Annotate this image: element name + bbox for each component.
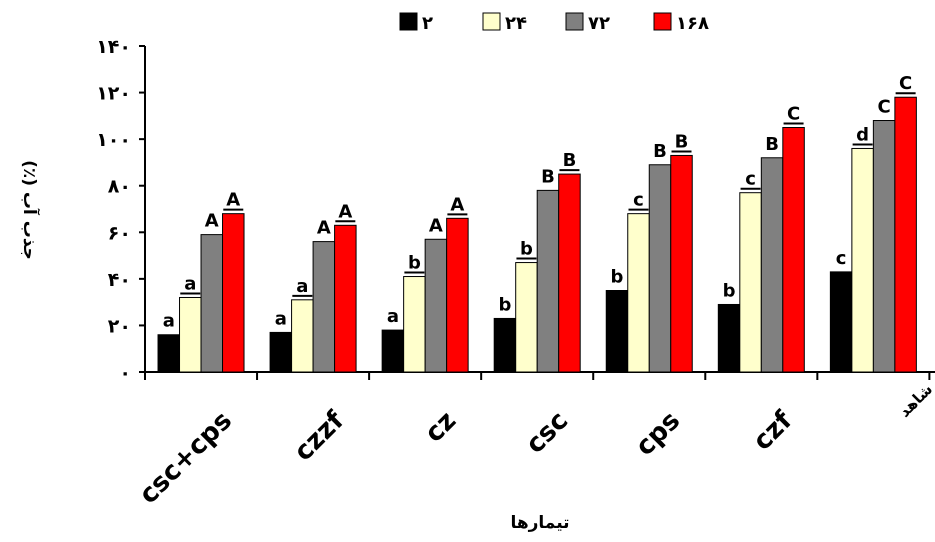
y-tick-label: ٨٠ [108,176,131,198]
significance-letter: C [787,104,800,125]
bar [269,331,293,373]
y-tick-label: ۴٠ [108,269,131,291]
bar [446,217,469,373]
y-axis: ٠ ٢٠ ۴٠ ۶٠ ٨٠ ١٠٠ ١٢٠ ١۴٠ [96,36,146,384]
significance-letter: a [163,311,175,332]
legend-label: ٧٢ [588,13,610,34]
significance-letter: d [856,124,869,145]
significance-letter: A [450,194,464,215]
y-tick-label: ١٢٠ [96,83,131,105]
bar [648,164,672,373]
bar [200,234,224,373]
significance-letter: C [899,73,912,94]
x-axis-title: تیمارها [510,513,569,533]
bar [536,189,560,373]
significance-letter: c [745,169,756,190]
x-tick-label: cps [630,406,686,462]
bar [312,241,336,373]
bar [829,271,853,373]
significance-letter: A [226,190,240,211]
significance-letter: a [275,308,287,329]
bar [851,147,874,373]
significance-letter: A [317,218,331,239]
significance-letter: A [429,215,443,236]
significance-letter: b [723,280,736,301]
legend-swatch [482,12,501,31]
legend-swatch [565,12,584,31]
y-tick-label: ٢٠ [108,315,131,337]
bar [403,276,426,373]
significance-letter: C [878,97,891,118]
legend-label: ٢ [422,13,433,34]
significance-letter: B [765,134,779,155]
significance-letter: A [205,211,219,232]
significance-letter: b [611,267,624,288]
bar [424,238,448,373]
significance-letter: a [387,306,399,327]
significance-letter: a [184,273,196,294]
bar [515,262,538,373]
bar [894,96,917,373]
y-tick-label: ١۴٠ [96,36,131,58]
significance-letter: A [338,201,352,222]
bar [782,127,805,373]
significance-letter: b [408,253,421,274]
significance-letter: B [675,131,689,152]
legend: ٢ ٢۴ ٧٢ ١۶٨ [399,12,709,34]
bar [760,157,784,373]
bar [222,213,245,373]
bar [179,296,202,373]
legend-label: ١۶٨ [676,13,709,34]
bar [493,317,517,373]
legend-swatch [399,12,418,31]
significance-letter: B [563,150,577,171]
y-tick-label: ٠ [119,362,131,384]
legend-label: ٢۴ [505,13,527,34]
significance-letter: B [541,166,555,187]
significance-letter: a [296,276,308,297]
x-tick-label: cz [419,406,462,449]
y-tick-label: ١٠٠ [96,129,131,151]
bar [739,192,762,373]
significance-letter: B [653,141,667,162]
bar [291,299,314,373]
bar [157,334,181,373]
bar [381,329,405,373]
y-tick-label: ۶٠ [108,222,131,244]
bar [605,290,629,373]
bar [558,173,581,373]
bar [670,154,693,373]
bar [627,213,650,373]
y-axis-title: جذب آب (٪) [19,160,41,260]
bar [717,303,741,373]
bar [872,120,896,373]
x-tick-label: czf [747,405,798,456]
legend-swatch [653,12,672,31]
bars [157,96,917,373]
x-tick-label: csc+cps [134,406,238,510]
significance-letter: b [499,294,512,315]
significance-letter: b [520,239,533,260]
significance-letter: c [633,190,644,211]
bar [334,224,357,373]
significance-letter: c [836,248,847,269]
x-tick-label: csc [520,406,574,460]
x-tick-label: czzf [289,405,351,467]
